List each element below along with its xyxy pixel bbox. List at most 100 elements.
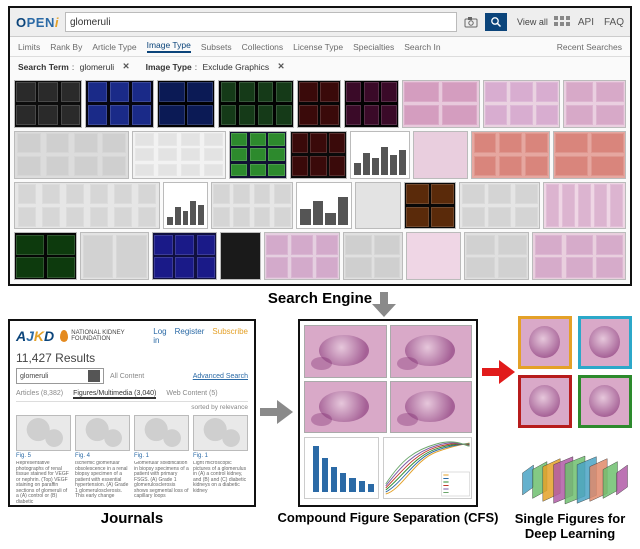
result-thumb[interactable] (152, 232, 217, 280)
journal-links: Log in Register Subscribe (153, 327, 248, 345)
results-grid (14, 80, 626, 280)
api-link[interactable]: API (578, 17, 594, 28)
result-thumb[interactable] (464, 232, 529, 280)
journal-tabs: Articles (8,382) Figures/Multimedia (3,0… (16, 390, 248, 402)
result-thumb[interactable] (553, 131, 626, 179)
grid-view-icon[interactable] (554, 16, 572, 28)
result-thumb[interactable] (14, 80, 82, 128)
close-icon[interactable]: ✕ (122, 61, 129, 72)
recent-searches-link[interactable]: Recent Searches (557, 42, 622, 52)
cfs-caption: Compound Figure Separation (CFS) (258, 510, 518, 525)
advanced-search-link[interactable]: Advanced Search (193, 373, 248, 380)
filter-subsets[interactable]: Subsets (201, 42, 232, 52)
camera-icon[interactable] (463, 15, 479, 29)
filter-imagetype[interactable]: Image Type (147, 40, 191, 53)
single-figure-tile (518, 375, 572, 428)
arrow-right-icon (260, 400, 294, 424)
result-thumb[interactable] (218, 80, 294, 128)
result-thumb[interactable] (211, 182, 294, 230)
result-thumb[interactable] (355, 182, 401, 230)
view-all-link[interactable]: View all (517, 17, 548, 27)
cfs-panel (298, 319, 478, 507)
result-thumb[interactable] (404, 182, 456, 230)
single-figure-tile (578, 316, 632, 369)
single-figure-tile (578, 375, 632, 428)
result-thumb[interactable] (343, 232, 402, 280)
result-thumb[interactable] (290, 131, 348, 179)
figure-title: Fig. 4 (75, 453, 130, 459)
journal-figure[interactable]: Fig. 4Ischemic glomerular obsolescence i… (75, 415, 130, 507)
result-thumb[interactable] (483, 80, 561, 128)
filter-specialties[interactable]: Specialties (353, 42, 394, 52)
result-thumb[interactable] (344, 80, 399, 128)
result-thumb[interactable] (296, 182, 352, 230)
ajkd-logo: AJKD (16, 328, 54, 344)
result-thumb[interactable] (229, 131, 287, 179)
tab-figures[interactable]: Figures/Multimedia (3,040) (73, 390, 156, 399)
figure-thumb (193, 415, 248, 451)
result-thumb[interactable] (532, 232, 626, 280)
result-thumb[interactable] (220, 232, 260, 280)
result-thumb[interactable] (264, 232, 341, 280)
result-thumb[interactable] (402, 80, 480, 128)
figure-thumb (134, 415, 189, 451)
cfs-charts-row (304, 437, 472, 499)
sort-label: sorted by relevance (16, 404, 248, 411)
journal-figure[interactable]: Fig. 5 Representative photographs of rena… (16, 415, 71, 507)
openi-logo: OPENi (16, 15, 59, 30)
search-engine-caption: Search Engine (0, 290, 640, 307)
close-icon[interactable]: ✕ (277, 61, 284, 72)
login-link[interactable]: Log in (153, 327, 166, 345)
compound-subfigure (390, 381, 473, 434)
filter-searchin[interactable]: Search In (404, 42, 440, 52)
search-icon[interactable] (88, 370, 100, 382)
result-thumb[interactable] (85, 80, 153, 128)
figure-title: Fig. 1 (134, 453, 189, 459)
search-box[interactable]: glomeruli (65, 12, 457, 32)
filter-collections[interactable]: Collections (242, 42, 284, 52)
subscribe-link[interactable]: Subscribe (212, 327, 248, 345)
result-thumb[interactable] (471, 131, 550, 179)
search-engine-panel: OPENi glomeruli View all API FAQ Limits … (8, 6, 632, 286)
journal-figure[interactable]: Fig. 1 Glomerular solidification in biops… (134, 415, 189, 507)
result-thumb[interactable] (80, 232, 149, 280)
filter-licensetype[interactable]: License Type (293, 42, 343, 52)
result-thumb[interactable] (132, 131, 226, 179)
compound-subfigure (304, 381, 387, 434)
register-link[interactable]: Register (175, 327, 205, 345)
figure-thumb (16, 415, 71, 451)
filter-limits[interactable]: Limits (18, 42, 40, 52)
tag-image-type: Image Type: Exclude Graphics ✕ (146, 61, 285, 72)
result-thumb[interactable] (297, 80, 341, 128)
result-thumb[interactable] (157, 80, 216, 128)
result-thumb[interactable] (14, 232, 77, 280)
result-thumb[interactable] (406, 232, 462, 280)
single-figures-grid (518, 316, 632, 428)
content-dropdown[interactable]: All Content (110, 373, 144, 380)
tab-webcontent[interactable]: Web Content (5) (166, 390, 217, 399)
search-go-button[interactable] (485, 13, 507, 31)
figure-desc: Light microscopic pictures of a glomerul… (193, 461, 248, 507)
journal-search-box[interactable]: glomeruli (16, 368, 104, 384)
figure-desc: Representative photographs of renal tiss… (16, 461, 71, 507)
result-thumb[interactable] (413, 131, 469, 179)
search-term-text: glomeruli (70, 17, 111, 28)
journal-header: AJKD NATIONAL KIDNEY FOUNDATION Log in R… (16, 325, 248, 347)
filter-articletype[interactable]: Article Type (92, 42, 136, 52)
result-thumb[interactable] (459, 182, 540, 230)
result-thumb[interactable] (350, 131, 410, 179)
result-thumb[interactable] (163, 182, 207, 230)
arrow-down-icon (372, 292, 396, 318)
figure-title: Fig. 5 (16, 453, 71, 459)
faq-link[interactable]: FAQ (604, 17, 624, 28)
journals-caption: Journals (8, 510, 256, 527)
figure-desc: Glomerular solidification in biopsy spec… (134, 461, 189, 507)
tab-articles[interactable]: Articles (8,382) (16, 390, 63, 399)
result-thumb[interactable] (14, 182, 160, 230)
result-thumb[interactable] (543, 182, 626, 230)
journal-figure[interactable]: Fig. 1Light microscopic pictures of a gl… (193, 415, 248, 507)
header-right-links: API FAQ (578, 17, 624, 28)
result-thumb[interactable] (14, 131, 129, 179)
filter-rankby[interactable]: Rank By (50, 42, 82, 52)
result-thumb[interactable] (563, 80, 626, 128)
